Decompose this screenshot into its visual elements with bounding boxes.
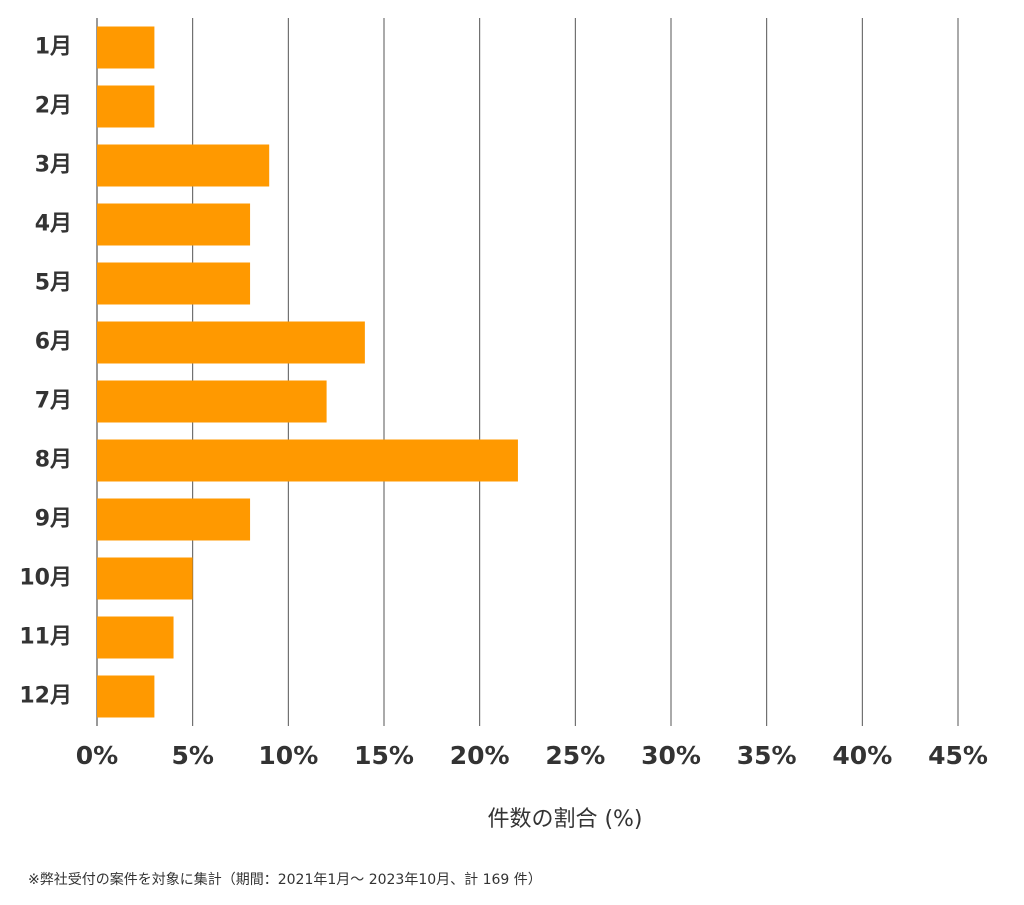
y-tick-label: 5月 — [35, 271, 72, 296]
x-tick-label: 5% — [171, 741, 213, 770]
bar — [97, 616, 174, 659]
y-tick-label: 12月 — [19, 684, 72, 709]
y-tick-label: 11月 — [19, 625, 72, 650]
bar — [97, 439, 518, 482]
x-axis-label: 件数の割合 (%) — [487, 807, 642, 832]
y-tick-label: 1月 — [35, 35, 72, 60]
x-tick-label: 35% — [737, 741, 797, 770]
bar — [97, 321, 365, 364]
bar — [97, 380, 327, 423]
bar — [97, 144, 270, 187]
x-tick-label: 20% — [450, 741, 510, 770]
bar — [97, 203, 251, 246]
x-tick-label: 45% — [928, 741, 988, 770]
y-tick-label: 8月 — [35, 448, 72, 473]
y-tick-label: 10月 — [19, 566, 72, 591]
footnote: ※弊社受付の案件を対象に集計（期間：2021年1月～ 2023年10月、計 16… — [28, 871, 542, 888]
x-tick-label: 15% — [354, 741, 414, 770]
x-tick-label: 30% — [641, 741, 701, 770]
x-tick-label: 0% — [76, 741, 118, 770]
bar — [97, 557, 193, 600]
bar — [97, 498, 251, 541]
y-tick-label: 9月 — [35, 507, 72, 532]
bar — [97, 26, 155, 69]
y-tick-label: 6月 — [35, 330, 72, 355]
x-tick-label: 25% — [545, 741, 605, 770]
x-tick-label: 10% — [258, 741, 318, 770]
bar — [97, 85, 155, 128]
bar — [97, 262, 251, 305]
y-tick-label: 3月 — [35, 153, 72, 178]
x-tick-label: 40% — [832, 741, 892, 770]
y-tick-label: 7月 — [35, 389, 72, 414]
bar — [97, 675, 155, 718]
y-tick-label: 4月 — [35, 212, 72, 237]
y-tick-label: 2月 — [35, 94, 72, 119]
